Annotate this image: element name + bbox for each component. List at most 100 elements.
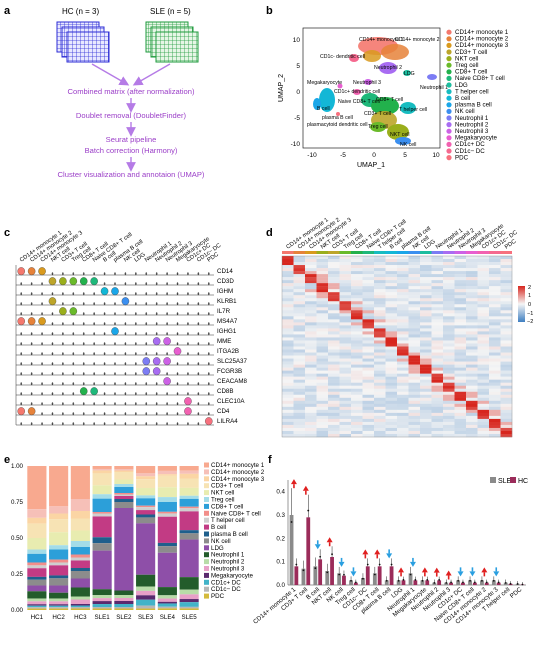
heatmap-cell: [454, 301, 467, 305]
heatmap-cell: [293, 418, 306, 423]
heatmap-cell: [305, 316, 317, 320]
heatmap-cell: [351, 319, 363, 323]
heatmap-cell: [500, 424, 513, 429]
violin: [135, 312, 137, 316]
heatmap-cell: [431, 331, 444, 335]
heatmap-cell: [339, 280, 352, 284]
umap-ylabel: UMAP_2: [278, 74, 285, 102]
heatmap-cell: [489, 286, 501, 290]
violin: [208, 372, 210, 376]
heatmap-cell: [408, 358, 421, 362]
heatmap-cell: [420, 394, 432, 398]
violin: [124, 332, 127, 336]
bar-sle: [420, 580, 425, 585]
heatmap-cell: [316, 382, 329, 386]
heatmap-cell: [282, 289, 294, 293]
heatmap-cell: [500, 409, 513, 414]
stacked-segment: [70, 530, 90, 541]
heatmap-cell: [328, 301, 340, 305]
legend-label: LDG: [211, 545, 224, 552]
heatmap-cell: [500, 340, 513, 344]
stacked-segment: [136, 476, 156, 480]
heatmap-cell: [351, 418, 363, 423]
violin: [114, 362, 116, 366]
heatmap-cell: [362, 430, 375, 435]
heatmap-cell: [385, 379, 398, 383]
heatmap-cell: [408, 298, 421, 302]
stacked-segment: [179, 478, 199, 488]
y-tick: 0.0: [276, 582, 285, 589]
heatmap-cell: [431, 334, 444, 338]
heatmap-cell: [477, 355, 490, 359]
violin: [166, 422, 168, 426]
violin: [51, 352, 54, 356]
heatmap-cell: [305, 274, 317, 278]
heatmap-cell: [477, 352, 490, 356]
heatmap-cell: [454, 433, 467, 438]
heatmap-cell: [443, 307, 455, 311]
heatmap-cell: [489, 316, 501, 320]
heatmap-cell: [454, 346, 467, 350]
stacked-segment: [136, 488, 156, 496]
heatmap-cell: [351, 259, 363, 263]
heatmap-cell: [362, 340, 375, 344]
heatmap-cell: [351, 295, 363, 299]
heatmap-cell: [489, 274, 501, 278]
heatmap-cell: [374, 355, 386, 359]
heatmap-cell: [362, 277, 375, 281]
heatmap-cell: [351, 385, 363, 389]
bar-hc: [306, 517, 311, 585]
violin: [176, 312, 179, 316]
heatmap-cell: [339, 295, 352, 299]
stacked-segment: [179, 508, 199, 512]
violin: [114, 342, 116, 346]
heatmap-cell: [374, 418, 386, 423]
legend-swatch: [204, 469, 209, 475]
heatmap-cell: [466, 292, 478, 296]
heatmap-cell: [282, 322, 294, 326]
panel-label-a: a: [4, 5, 11, 17]
stacked-segment: [27, 601, 47, 605]
heatmap-cell: [443, 349, 455, 353]
heatmap-cell: [477, 415, 490, 420]
violin: [176, 362, 179, 366]
heatmap-cell: [305, 325, 317, 329]
heatmap-cell: [431, 379, 444, 383]
legend-label: LDG: [455, 82, 468, 89]
legend-label: T helper cell: [211, 517, 245, 524]
stacked-segment: [157, 502, 177, 512]
violin: [166, 312, 168, 316]
heatmap-cell: [385, 376, 398, 380]
heatmap-cell: [454, 289, 467, 293]
heatmap-cell: [443, 343, 455, 347]
heatmap-cell: [420, 409, 432, 414]
stacked-segment: [136, 590, 156, 596]
heatmap-cell: [477, 307, 490, 311]
heatmap-cell: [339, 409, 352, 414]
legend-swatch: [204, 497, 209, 502]
heatmap-cell: [466, 424, 478, 429]
bar-hc: [461, 582, 465, 585]
heatmap-cell: [339, 430, 352, 435]
heatmap-cell: [477, 328, 490, 332]
heatmap-cell: [282, 292, 294, 296]
y-tick: 0.4: [276, 489, 285, 496]
heatmap-cell: [362, 319, 375, 323]
violin: [41, 382, 43, 386]
heatmap-cell: [339, 394, 352, 398]
heatmap-cell: [431, 262, 444, 266]
violin-column-label: PDC: [206, 252, 219, 264]
heatmap-cell: [397, 370, 409, 374]
violin: [93, 402, 95, 406]
heatmap-cell: [408, 274, 421, 278]
heatmap-cell: [374, 274, 386, 278]
heatmap-cell: [293, 313, 306, 317]
heatmap-cell: [293, 280, 306, 284]
heatmap-cell: [408, 352, 421, 356]
violin: [155, 272, 158, 276]
heatmap-cell: [305, 400, 317, 405]
heatmap-cell: [339, 397, 352, 401]
heatmap-cell: [351, 262, 363, 266]
heatmap-cell: [305, 370, 317, 374]
